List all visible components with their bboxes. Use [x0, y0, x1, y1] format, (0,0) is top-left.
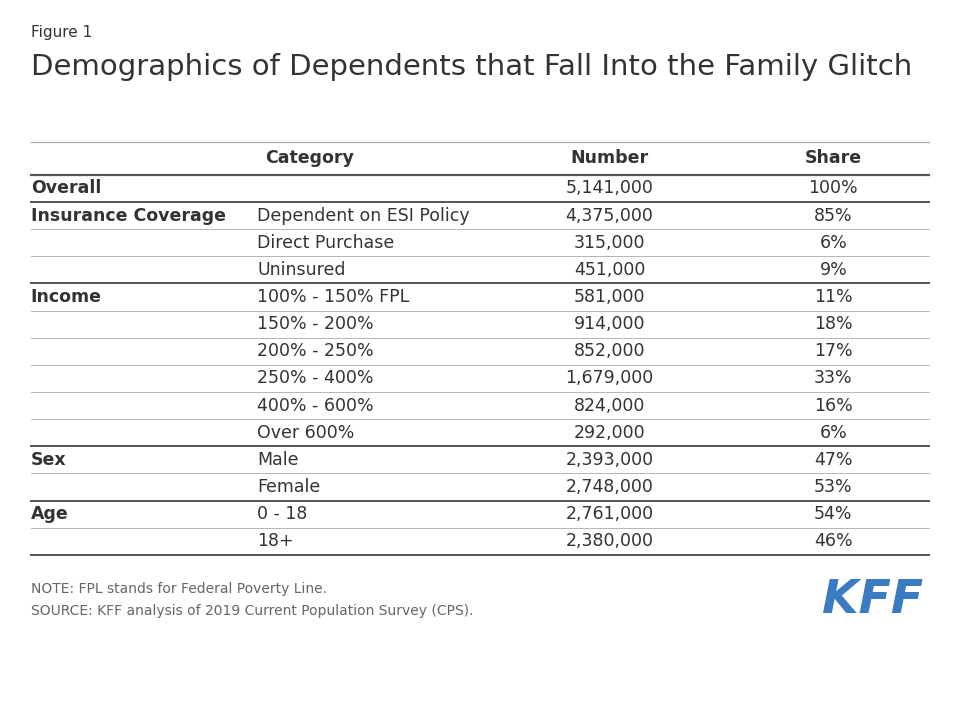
Text: 2,761,000: 2,761,000: [565, 505, 654, 523]
Text: KFF: KFF: [823, 578, 924, 623]
Text: Figure 1: Figure 1: [31, 25, 92, 39]
Text: Age: Age: [31, 505, 68, 523]
Text: 18+: 18+: [257, 532, 294, 551]
Text: Direct Purchase: Direct Purchase: [257, 233, 395, 252]
Text: 33%: 33%: [814, 369, 852, 388]
Text: Dependent on ESI Policy: Dependent on ESI Policy: [257, 207, 469, 225]
Text: 85%: 85%: [814, 207, 852, 225]
Text: 451,000: 451,000: [574, 261, 645, 279]
Text: 5,141,000: 5,141,000: [565, 179, 654, 197]
Text: 4,375,000: 4,375,000: [565, 207, 654, 225]
Text: 914,000: 914,000: [574, 315, 645, 333]
Text: Uninsured: Uninsured: [257, 261, 346, 279]
Text: 18%: 18%: [814, 315, 852, 333]
Text: 400% - 600%: 400% - 600%: [257, 396, 373, 415]
Text: SOURCE: KFF analysis of 2019 Current Population Survey (CPS).: SOURCE: KFF analysis of 2019 Current Pop…: [31, 604, 473, 618]
Text: 315,000: 315,000: [574, 233, 645, 252]
Text: 2,748,000: 2,748,000: [565, 478, 654, 496]
Text: 46%: 46%: [814, 532, 852, 551]
Text: 581,000: 581,000: [574, 288, 645, 306]
Text: 53%: 53%: [814, 478, 852, 496]
Text: 100%: 100%: [808, 179, 858, 197]
Text: 250% - 400%: 250% - 400%: [257, 369, 373, 388]
Text: 150% - 200%: 150% - 200%: [257, 315, 373, 333]
Text: NOTE: FPL stands for Federal Poverty Line.: NOTE: FPL stands for Federal Poverty Lin…: [31, 582, 326, 596]
Text: 54%: 54%: [814, 505, 852, 523]
Text: 100% - 150% FPL: 100% - 150% FPL: [257, 288, 410, 306]
Text: Insurance Coverage: Insurance Coverage: [31, 207, 226, 225]
Text: 2,393,000: 2,393,000: [565, 450, 654, 469]
Text: 6%: 6%: [820, 233, 847, 252]
Text: 824,000: 824,000: [574, 396, 645, 415]
Text: 292,000: 292,000: [574, 424, 645, 442]
Text: 9%: 9%: [820, 261, 847, 279]
Text: Over 600%: Over 600%: [257, 424, 354, 442]
Text: Category: Category: [265, 149, 354, 168]
Text: 16%: 16%: [814, 396, 852, 415]
Text: 200% - 250%: 200% - 250%: [257, 342, 373, 360]
Text: 2,380,000: 2,380,000: [565, 532, 654, 551]
Text: 11%: 11%: [814, 288, 852, 306]
Text: 852,000: 852,000: [574, 342, 645, 360]
Text: Demographics of Dependents that Fall Into the Family Glitch: Demographics of Dependents that Fall Int…: [31, 53, 912, 81]
Text: 0 - 18: 0 - 18: [257, 505, 307, 523]
Text: 47%: 47%: [814, 450, 852, 469]
Text: 17%: 17%: [814, 342, 852, 360]
Text: Female: Female: [257, 478, 321, 496]
Text: Income: Income: [31, 288, 102, 306]
Text: Number: Number: [570, 149, 649, 168]
Text: Share: Share: [804, 149, 862, 168]
Text: 1,679,000: 1,679,000: [565, 369, 654, 388]
Text: Overall: Overall: [31, 179, 101, 197]
Text: 6%: 6%: [820, 424, 847, 442]
Text: Male: Male: [257, 450, 299, 469]
Text: Sex: Sex: [31, 450, 66, 469]
